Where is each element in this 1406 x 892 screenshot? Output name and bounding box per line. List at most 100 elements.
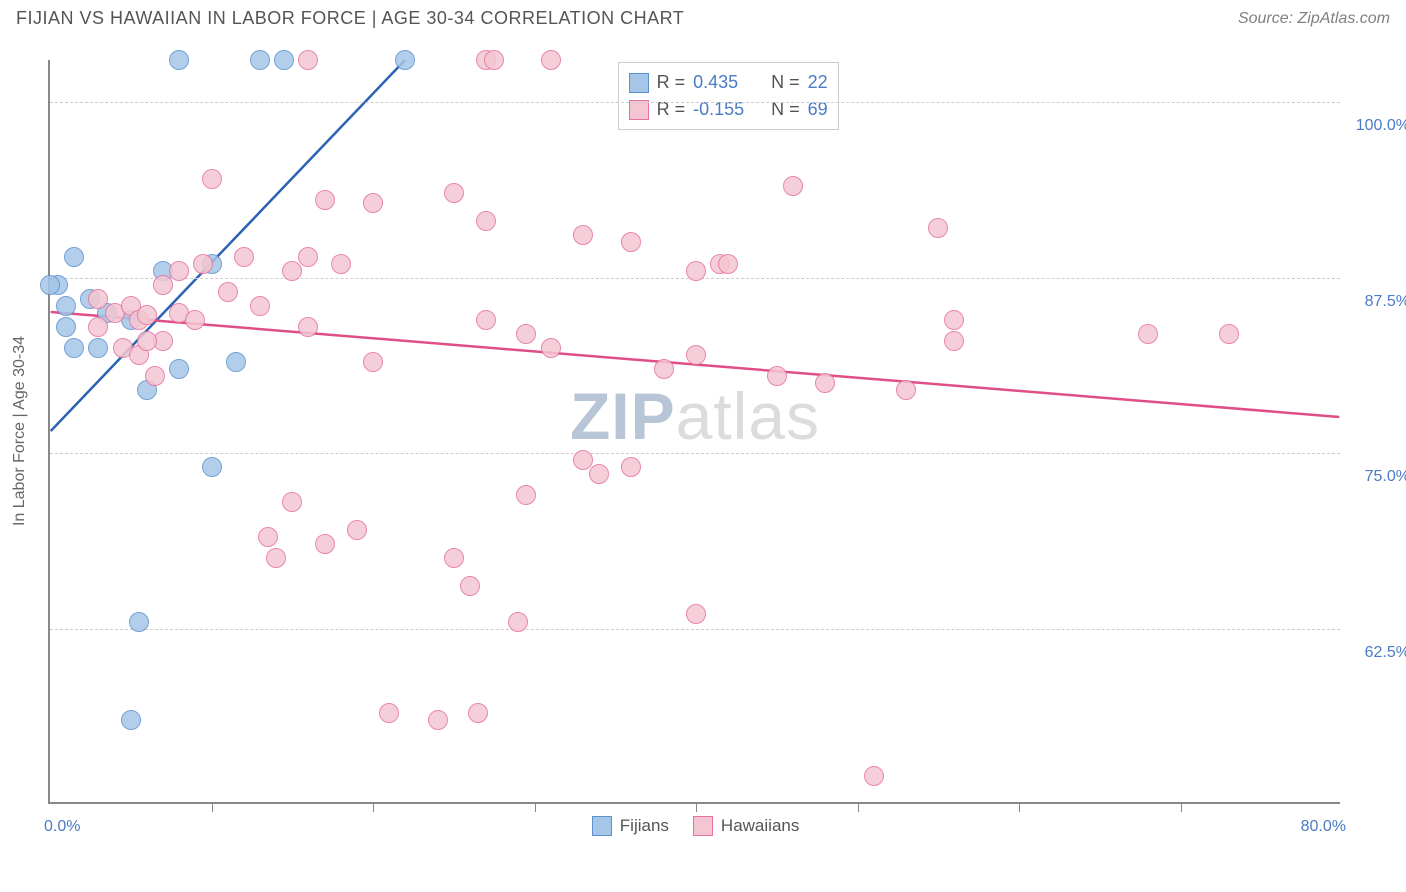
data-point	[185, 310, 205, 330]
trend-lines-layer	[50, 60, 1340, 802]
data-point	[298, 317, 318, 337]
data-point	[169, 359, 189, 379]
legend-n-label: N =	[761, 96, 800, 123]
data-point	[137, 331, 157, 351]
data-point	[573, 450, 593, 470]
data-point	[153, 275, 173, 295]
data-point	[476, 211, 496, 231]
data-point	[88, 289, 108, 309]
data-point	[121, 710, 141, 730]
data-point	[428, 710, 448, 730]
data-point	[516, 324, 536, 344]
chart-source: Source: ZipAtlas.com	[1238, 10, 1390, 28]
y-axis-label: In Labor Force | Age 30-34	[11, 336, 29, 526]
trend-line	[51, 60, 405, 431]
watermark-atlas: atlas	[676, 379, 820, 453]
data-point	[468, 703, 488, 723]
data-point	[444, 548, 464, 568]
data-point	[56, 317, 76, 337]
data-point	[40, 275, 60, 295]
legend-row: R = 0.435 N = 22	[629, 69, 828, 96]
data-point	[202, 457, 222, 477]
data-point	[476, 310, 496, 330]
data-point	[944, 331, 964, 351]
data-point	[282, 261, 302, 281]
y-tick-label: 62.5%	[1350, 644, 1406, 662]
data-point	[686, 604, 706, 624]
data-point	[258, 527, 278, 547]
legend-r-label: R =	[657, 69, 686, 96]
data-point	[896, 380, 916, 400]
data-point	[56, 296, 76, 316]
x-tick	[373, 802, 374, 812]
x-tick	[696, 802, 697, 812]
watermark: ZIPatlas	[570, 378, 820, 454]
data-point	[250, 50, 270, 70]
correlation-legend: R = 0.435 N = 22R = -0.155 N = 69	[618, 62, 839, 130]
legend-r-value: 0.435	[693, 69, 753, 96]
data-point	[484, 50, 504, 70]
data-point	[315, 190, 335, 210]
data-point	[363, 352, 383, 372]
data-point	[169, 50, 189, 70]
x-tick	[1019, 802, 1020, 812]
data-point	[363, 193, 383, 213]
x-min-label: 0.0%	[44, 818, 80, 836]
data-point	[226, 352, 246, 372]
legend-label: Fijians	[620, 816, 669, 836]
data-point	[379, 703, 399, 723]
legend-row: R = -0.155 N = 69	[629, 96, 828, 123]
data-point	[460, 576, 480, 596]
data-point	[129, 612, 149, 632]
data-point	[282, 492, 302, 512]
data-point	[767, 366, 787, 386]
legend-n-value: 69	[808, 96, 828, 123]
x-max-label: 80.0%	[1301, 818, 1346, 836]
data-point	[541, 338, 561, 358]
x-tick	[858, 802, 859, 812]
data-point	[686, 345, 706, 365]
legend-swatch	[629, 73, 649, 93]
data-point	[1138, 324, 1158, 344]
watermark-zip: ZIP	[570, 379, 676, 453]
data-point	[169, 261, 189, 281]
data-point	[331, 254, 351, 274]
y-tick-label: 100.0%	[1350, 117, 1406, 135]
y-tick-label: 87.5%	[1350, 293, 1406, 311]
data-point	[193, 254, 213, 274]
gridline	[50, 453, 1340, 454]
data-point	[137, 305, 157, 325]
legend-swatch	[693, 816, 713, 836]
data-point	[928, 218, 948, 238]
gridline	[50, 102, 1340, 103]
data-point	[266, 548, 286, 568]
legend-n-label: N =	[761, 69, 800, 96]
x-tick	[212, 802, 213, 812]
series-legend: Fijians Hawaiians	[592, 816, 800, 836]
data-point	[621, 232, 641, 252]
data-point	[621, 457, 641, 477]
chart-header: FIJIAN VS HAWAIIAN IN LABOR FORCE | AGE …	[0, 0, 1406, 33]
legend-n-value: 22	[808, 69, 828, 96]
data-point	[64, 247, 84, 267]
data-point	[250, 296, 270, 316]
legend-r-label: R =	[657, 96, 686, 123]
data-point	[864, 766, 884, 786]
data-point	[298, 247, 318, 267]
data-point	[541, 50, 561, 70]
scatter-chart: In Labor Force | Age 30-34 ZIPatlas R = …	[48, 60, 1340, 804]
data-point	[395, 50, 415, 70]
data-point	[654, 359, 674, 379]
x-tick	[1181, 802, 1182, 812]
data-point	[444, 183, 464, 203]
data-point	[315, 534, 335, 554]
data-point	[815, 373, 835, 393]
data-point	[516, 485, 536, 505]
data-point	[274, 50, 294, 70]
legend-item: Fijians	[592, 816, 669, 836]
data-point	[218, 282, 238, 302]
data-point	[88, 338, 108, 358]
data-point	[718, 254, 738, 274]
data-point	[347, 520, 367, 540]
legend-item: Hawaiians	[693, 816, 799, 836]
